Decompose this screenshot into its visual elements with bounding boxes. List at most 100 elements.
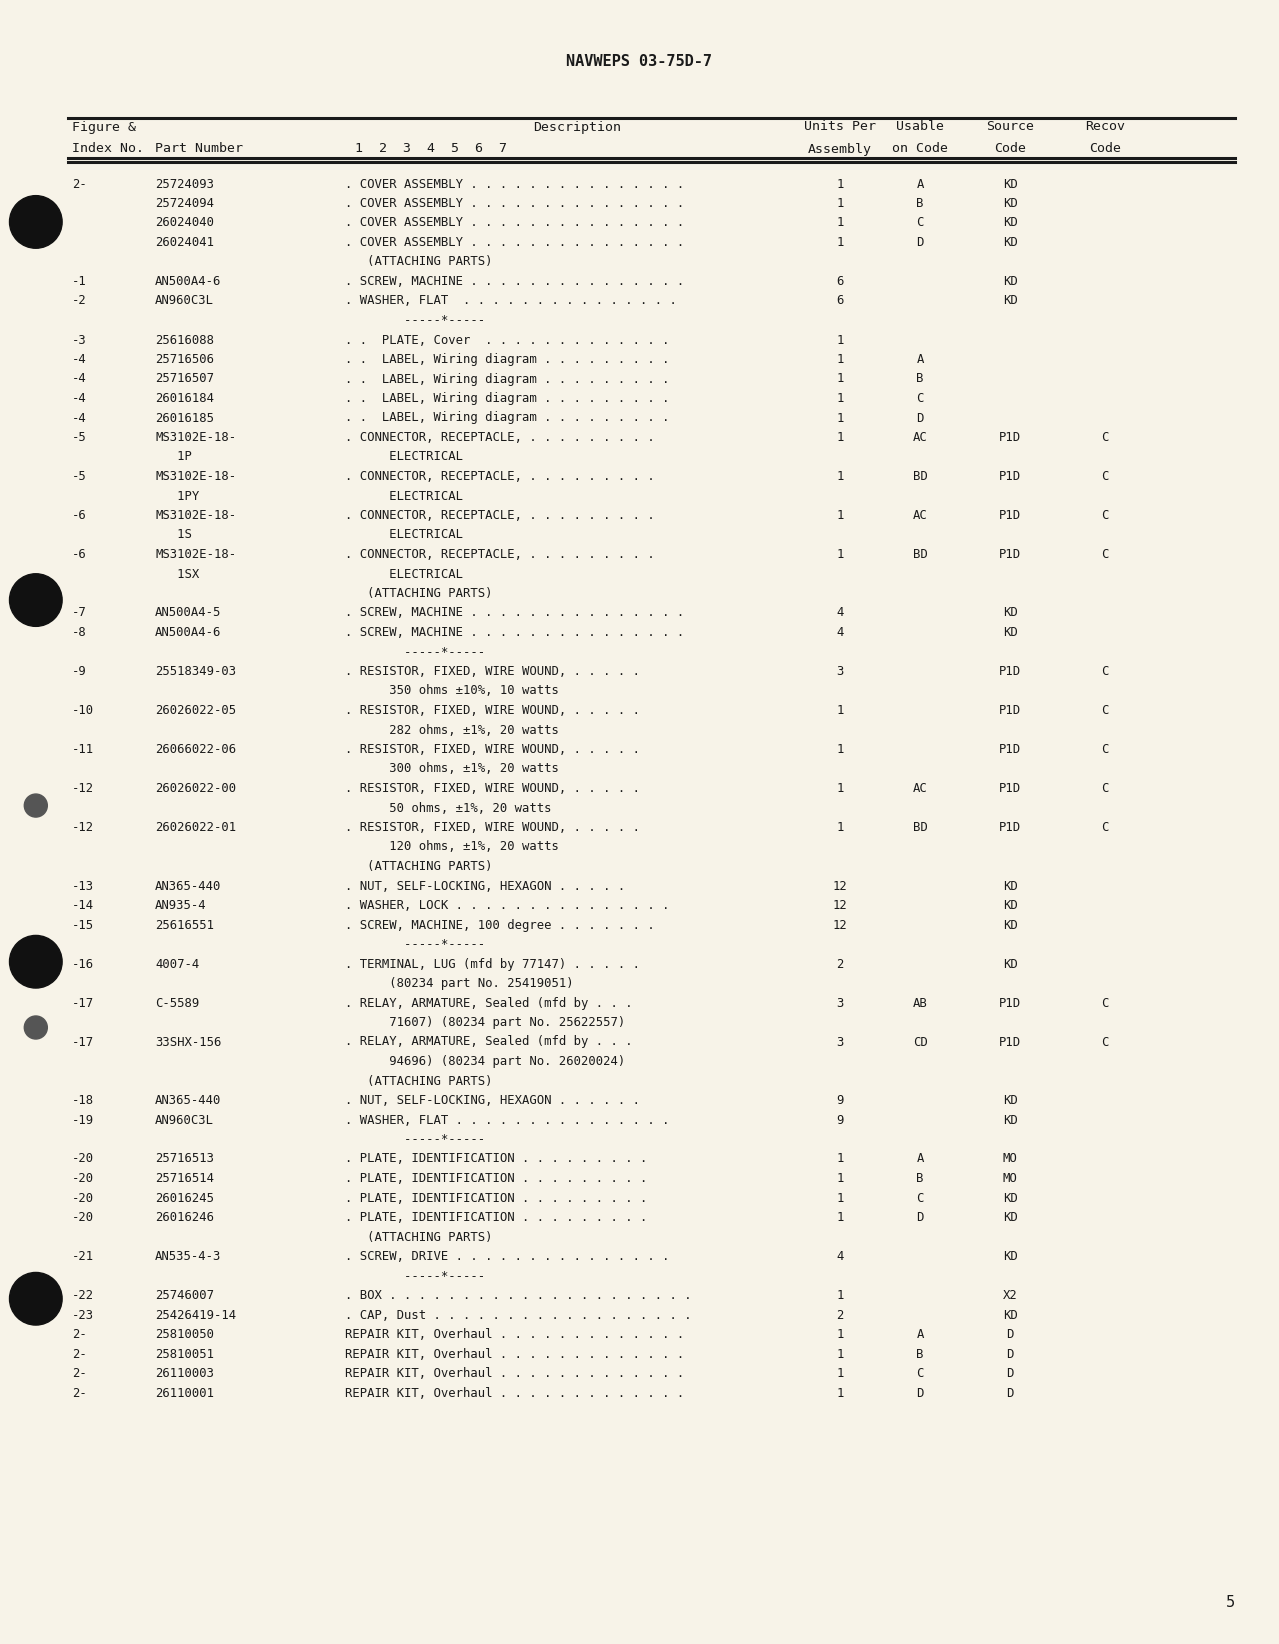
Text: -20: -20 (72, 1192, 95, 1205)
Text: -12: -12 (72, 783, 95, 796)
Text: D: D (1007, 1348, 1014, 1361)
Text: P1D: P1D (999, 666, 1021, 677)
Text: C: C (1101, 470, 1109, 483)
Text: 2-: 2- (72, 1348, 87, 1361)
Text: 12: 12 (833, 919, 848, 932)
Text: 1: 1 (836, 1152, 844, 1166)
Text: -----*-----: -----*----- (345, 1269, 485, 1282)
Text: (80234 part No. 25419051): (80234 part No. 25419051) (345, 977, 573, 990)
Text: AN535-4-3: AN535-4-3 (155, 1249, 221, 1263)
Text: . TERMINAL, LUG (mfd by 77147) . . . . .: . TERMINAL, LUG (mfd by 77147) . . . . . (345, 957, 640, 970)
Text: KD: KD (1003, 1309, 1017, 1322)
Text: 1: 1 (836, 1348, 844, 1361)
Text: Source: Source (986, 120, 1033, 133)
Text: . PLATE, IDENTIFICATION . . . . . . . . .: . PLATE, IDENTIFICATION . . . . . . . . … (345, 1212, 647, 1225)
Text: Code: Code (994, 143, 1026, 156)
Text: . COVER ASSEMBLY . . . . . . . . . . . . . . .: . COVER ASSEMBLY . . . . . . . . . . . .… (345, 178, 684, 191)
Text: 9: 9 (836, 1093, 844, 1106)
Text: BD: BD (913, 547, 927, 561)
Text: MO: MO (1003, 1152, 1017, 1166)
Text: -6: -6 (72, 547, 87, 561)
Text: . PLATE, IDENTIFICATION . . . . . . . . .: . PLATE, IDENTIFICATION . . . . . . . . … (345, 1192, 647, 1205)
Text: . NUT, SELF-LOCKING, HEXAGON . . . . .: . NUT, SELF-LOCKING, HEXAGON . . . . . (345, 880, 625, 893)
Text: P1D: P1D (999, 783, 1021, 796)
Text: C: C (916, 391, 923, 404)
Text: P1D: P1D (999, 704, 1021, 717)
Text: -----*-----: -----*----- (345, 646, 485, 659)
Text: 12: 12 (833, 880, 848, 893)
Text: REPAIR KIT, Overhaul . . . . . . . . . . . . .: REPAIR KIT, Overhaul . . . . . . . . . .… (345, 1348, 684, 1361)
Text: C: C (1101, 1036, 1109, 1049)
Text: 1: 1 (836, 1172, 844, 1185)
Text: KD: KD (1003, 178, 1017, 191)
Text: 26024040: 26024040 (155, 217, 214, 230)
Text: C: C (1101, 783, 1109, 796)
Text: 1: 1 (836, 1328, 844, 1342)
Text: . CAP, Dust . . . . . . . . . . . . . . . . . .: . CAP, Dust . . . . . . . . . . . . . . … (345, 1309, 692, 1322)
Text: 3: 3 (836, 1036, 844, 1049)
Text: ELECTRICAL: ELECTRICAL (345, 490, 463, 503)
Text: KD: KD (1003, 1192, 1017, 1205)
Text: 1: 1 (836, 197, 844, 210)
Text: NAVWEPS 03-75D-7: NAVWEPS 03-75D-7 (567, 54, 712, 69)
Text: . CONNECTOR, RECEPTACLE, . . . . . . . . .: . CONNECTOR, RECEPTACLE, . . . . . . . .… (345, 431, 655, 444)
Circle shape (9, 935, 63, 988)
Text: . BOX . . . . . . . . . . . . . . . . . . . . .: . BOX . . . . . . . . . . . . . . . . . … (345, 1289, 692, 1302)
Text: . .  LABEL, Wiring diagram . . . . . . . . .: . . LABEL, Wiring diagram . . . . . . . … (345, 373, 669, 385)
Text: MO: MO (1003, 1172, 1017, 1185)
Text: -6: -6 (72, 510, 87, 523)
Text: D: D (1007, 1386, 1014, 1399)
Text: . COVER ASSEMBLY . . . . . . . . . . . . . . .: . COVER ASSEMBLY . . . . . . . . . . . .… (345, 217, 684, 230)
Text: 1: 1 (836, 1212, 844, 1225)
Text: -14: -14 (72, 899, 95, 912)
Text: -8: -8 (72, 626, 87, 640)
Text: -16: -16 (72, 957, 95, 970)
Text: 1: 1 (836, 411, 844, 424)
Text: 1  2  3  4  5  6  7: 1 2 3 4 5 6 7 (356, 143, 506, 156)
Text: KD: KD (1003, 1093, 1017, 1106)
Text: Assembly: Assembly (808, 143, 872, 156)
Text: -----*-----: -----*----- (345, 314, 485, 327)
Text: D: D (916, 1386, 923, 1399)
Text: 1: 1 (836, 704, 844, 717)
Text: 26110003: 26110003 (155, 1368, 214, 1379)
Text: 1S: 1S (155, 528, 192, 541)
Text: AB: AB (913, 996, 927, 1009)
Text: C: C (1101, 510, 1109, 523)
Text: 25716514: 25716514 (155, 1172, 214, 1185)
Text: ELECTRICAL: ELECTRICAL (345, 528, 463, 541)
Text: P1D: P1D (999, 510, 1021, 523)
Text: 300 ohms, ±1%, 20 watts: 300 ohms, ±1%, 20 watts (345, 763, 559, 776)
Text: . .  PLATE, Cover  . . . . . . . . . . . . .: . . PLATE, Cover . . . . . . . . . . . .… (345, 334, 669, 347)
Text: 94696) (80234 part No. 26020024): 94696) (80234 part No. 26020024) (345, 1055, 625, 1069)
Text: . RELAY, ARMATURE, Sealed (mfd by . . .: . RELAY, ARMATURE, Sealed (mfd by . . . (345, 996, 633, 1009)
Text: 26024041: 26024041 (155, 237, 214, 248)
Text: 9: 9 (836, 1113, 844, 1126)
Text: KD: KD (1003, 607, 1017, 620)
Text: -4: -4 (72, 391, 87, 404)
Text: AC: AC (913, 510, 927, 523)
Text: 120 ohms, ±1%, 20 watts: 120 ohms, ±1%, 20 watts (345, 840, 559, 853)
Text: 25810051: 25810051 (155, 1348, 214, 1361)
Text: B: B (916, 373, 923, 385)
Text: 1: 1 (836, 353, 844, 367)
Text: 1: 1 (836, 178, 844, 191)
Text: B: B (916, 1348, 923, 1361)
Text: . SCREW, DRIVE . . . . . . . . . . . . . . .: . SCREW, DRIVE . . . . . . . . . . . . .… (345, 1249, 669, 1263)
Text: 33SHX-156: 33SHX-156 (155, 1036, 221, 1049)
Text: . NUT, SELF-LOCKING, HEXAGON . . . . . .: . NUT, SELF-LOCKING, HEXAGON . . . . . . (345, 1093, 640, 1106)
Text: . WASHER, FLAT  . . . . . . . . . . . . . . .: . WASHER, FLAT . . . . . . . . . . . . .… (345, 294, 677, 307)
Text: . RESISTOR, FIXED, WIRE WOUND, . . . . .: . RESISTOR, FIXED, WIRE WOUND, . . . . . (345, 704, 640, 717)
Text: C: C (1101, 820, 1109, 834)
Text: C: C (1101, 743, 1109, 756)
Text: 3: 3 (836, 996, 844, 1009)
Text: D: D (1007, 1328, 1014, 1342)
Text: -7: -7 (72, 607, 87, 620)
Text: . CONNECTOR, RECEPTACLE, . . . . . . . . .: . CONNECTOR, RECEPTACLE, . . . . . . . .… (345, 547, 655, 561)
Text: -12: -12 (72, 820, 95, 834)
Text: . RESISTOR, FIXED, WIRE WOUND, . . . . .: . RESISTOR, FIXED, WIRE WOUND, . . . . . (345, 743, 640, 756)
Text: 50 ohms, ±1%, 20 watts: 50 ohms, ±1%, 20 watts (345, 802, 551, 814)
Text: B: B (916, 197, 923, 210)
Text: 1PY: 1PY (155, 490, 200, 503)
Text: -18: -18 (72, 1093, 95, 1106)
